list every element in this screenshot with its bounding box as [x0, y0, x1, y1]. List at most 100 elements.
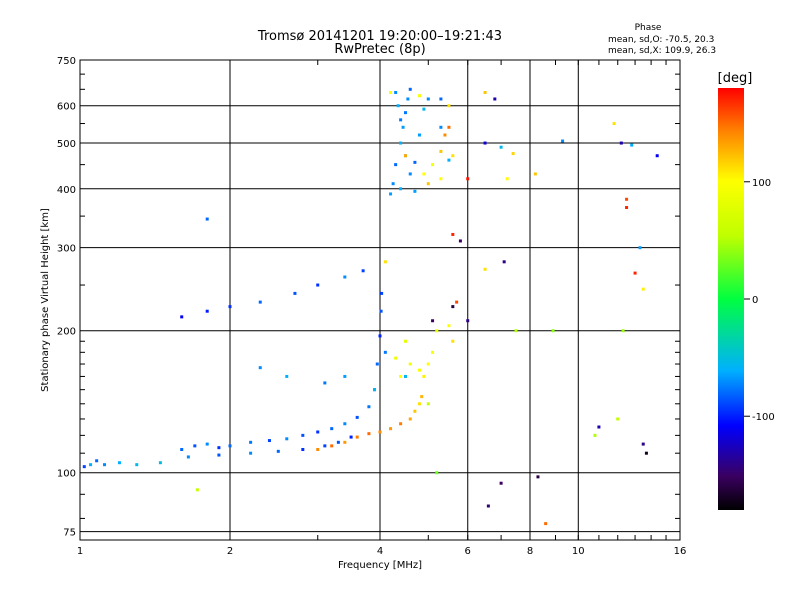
- data-point: [330, 444, 334, 448]
- data-point: [408, 362, 412, 366]
- data-point: [561, 139, 565, 143]
- data-point: [323, 444, 327, 448]
- data-point: [205, 217, 209, 221]
- data-point: [439, 125, 443, 129]
- data-point: [422, 107, 426, 111]
- data-point: [483, 267, 487, 271]
- data-point: [117, 461, 121, 465]
- data-point: [399, 118, 403, 122]
- data-point: [367, 405, 371, 409]
- data-point: [514, 329, 518, 333]
- data-point: [597, 425, 601, 429]
- data-point: [439, 177, 443, 181]
- data-point: [383, 350, 387, 354]
- data-point: [593, 433, 597, 437]
- data-point: [383, 260, 387, 264]
- x-tick-label: 1: [77, 546, 83, 557]
- data-point: [451, 305, 455, 309]
- data-point: [451, 232, 455, 236]
- data-point: [625, 206, 629, 210]
- data-point: [466, 177, 470, 181]
- data-point: [633, 271, 637, 275]
- colorbar-tick-label: 100: [752, 178, 771, 189]
- data-point: [316, 283, 320, 287]
- x-tick-label: 6: [465, 546, 471, 557]
- data-point: [403, 339, 407, 343]
- data-point: [641, 287, 645, 291]
- data-point: [355, 415, 359, 419]
- data-point: [180, 315, 184, 319]
- x-tick-label: 10: [572, 546, 585, 557]
- data-point: [644, 451, 648, 455]
- data-point: [195, 488, 199, 492]
- data-point: [301, 447, 305, 451]
- data-point: [394, 356, 398, 360]
- data-point: [426, 182, 430, 186]
- y-axis-label: Stationary phase Virtual Height [km]: [40, 208, 51, 392]
- data-point: [378, 430, 382, 434]
- y-tick-label: 600: [57, 102, 76, 113]
- data-point: [343, 275, 347, 279]
- data-point: [301, 433, 305, 437]
- data-point: [379, 309, 383, 313]
- data-point: [406, 97, 410, 101]
- data-point: [89, 463, 93, 467]
- data-point: [378, 334, 382, 338]
- data-point: [267, 439, 271, 443]
- axis-ticks: 1 2 4 6 8 10 16 75 100 200 300 400 500 600 750: [57, 56, 686, 557]
- x-tick-label: 4: [377, 546, 383, 557]
- data-point: [422, 172, 426, 176]
- data-point: [499, 481, 503, 485]
- data-point: [330, 427, 334, 431]
- colorbar-label: [deg]: [718, 71, 753, 86]
- data-point: [447, 324, 451, 328]
- data-point: [413, 409, 417, 413]
- data-point: [403, 374, 407, 378]
- data-point: [426, 402, 430, 406]
- data-point: [505, 177, 509, 181]
- data-point: [316, 430, 320, 434]
- data-point: [228, 305, 232, 309]
- data-point: [217, 446, 221, 450]
- phase-line-o: mean, sd,O: -70.5, 20.3: [608, 35, 714, 45]
- data-point: [401, 125, 405, 129]
- data-point: [422, 374, 426, 378]
- data-point: [403, 154, 407, 158]
- x-tick-label: 16: [674, 546, 687, 557]
- y-tick-label: 400: [57, 185, 76, 196]
- data-point: [394, 163, 398, 167]
- phase-heading: Phase: [635, 23, 662, 33]
- data-point: [483, 141, 487, 145]
- data-point: [361, 269, 365, 273]
- data-point: [217, 453, 221, 457]
- data-point: [391, 182, 395, 186]
- data-point: [249, 451, 253, 455]
- data-point: [293, 291, 297, 295]
- y-tick-label: 750: [57, 56, 76, 67]
- data-point: [343, 422, 347, 426]
- data-point: [417, 133, 421, 137]
- x-axis-label: Frequency [MHz]: [338, 560, 422, 571]
- data-point: [399, 374, 403, 378]
- data-point: [493, 97, 497, 101]
- data-point: [483, 90, 487, 94]
- data-point: [413, 160, 417, 164]
- data-point: [343, 440, 347, 444]
- colorbar-tick-label: 0: [752, 295, 758, 306]
- data-point: [417, 368, 421, 372]
- data-point: [619, 141, 623, 145]
- data-point: [103, 463, 107, 467]
- data-point: [380, 291, 384, 295]
- data-point: [408, 417, 412, 421]
- grid-lines: [80, 60, 680, 540]
- colorbar-tick-label: -100: [752, 412, 775, 423]
- data-point: [394, 90, 398, 94]
- data-point: [439, 97, 443, 101]
- chart-subtitle: RwPretec (8p): [334, 42, 425, 57]
- data-point: [205, 309, 209, 313]
- data-point: [413, 189, 417, 193]
- data-point: [276, 449, 280, 453]
- data-point: [417, 94, 421, 98]
- data-point: [451, 154, 455, 158]
